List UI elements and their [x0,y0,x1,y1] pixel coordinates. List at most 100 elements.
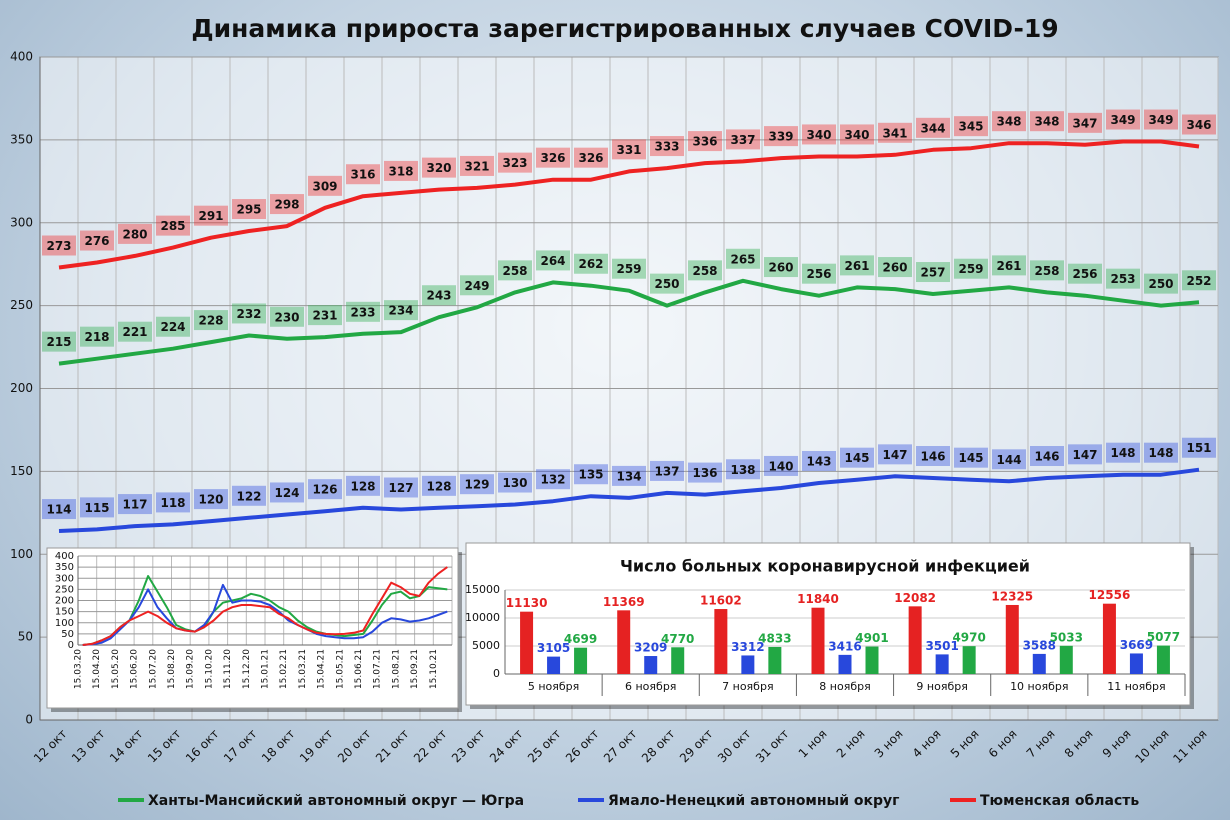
data-label: 344 [920,121,945,135]
bar [547,656,561,674]
series-line [58,467,1200,533]
x-tick-label: 15 окт [145,727,184,766]
y-tick-label: 10000 [465,611,500,624]
chart-title: Динамика прироста зарегистрированных слу… [191,14,1058,43]
data-label: 230 [274,310,299,324]
label-box [688,131,722,152]
label-box [308,305,342,326]
label-box [726,129,760,150]
data-label: 4770 [661,632,694,646]
label-box [194,310,228,331]
data-label: 318 [388,164,413,178]
label-box [802,450,836,471]
label-box [460,275,494,296]
data-label: 115 [84,501,109,515]
data-label: 336 [692,135,717,149]
label-box [422,285,456,306]
bar [1032,653,1046,674]
data-label: 340 [806,128,831,142]
x-tick-label: 15.07.20 [148,649,158,689]
label-box [1106,442,1140,463]
y-tick-label: 15000 [465,583,500,596]
data-label: 12556 [1089,588,1131,602]
bar [617,610,631,674]
x-tick-label: 15.02.21 [279,649,289,689]
x-tick-label: 7 ноября [722,680,773,693]
inset-title: Число больных коронавирусной инфекцией [620,557,1030,576]
data-label: 253 [1110,272,1135,286]
data-label: 326 [540,151,565,165]
label-box [574,464,608,485]
data-label: 348 [1034,115,1059,129]
label-box [498,260,532,281]
label-box [80,326,114,347]
data-label: 250 [1148,277,1173,291]
label-box [384,477,418,498]
label-box [422,157,456,178]
x-tick-label: 30 окт [715,727,754,766]
data-label: 339 [768,130,793,144]
data-label: 218 [84,330,109,344]
data-label: 265 [730,252,755,266]
x-tick-label: 24 окт [487,727,526,766]
label-box [118,494,152,515]
data-label: 140 [768,459,793,473]
label-box [1144,109,1178,130]
data-label: 232 [236,307,261,321]
data-label: 144 [996,453,1021,467]
label-box [840,255,874,276]
bar [1156,645,1170,674]
data-label: 326 [578,151,603,165]
label-box [840,447,874,468]
label-box [194,205,228,226]
x-tick-label: 13 окт [69,727,108,766]
y-tick-label: 0 [25,713,33,727]
x-tick-label: 3 ноя [872,727,906,761]
inset-panel [465,542,1191,706]
data-label: 3312 [731,640,764,654]
data-label: 257 [920,266,945,280]
data-label: 261 [844,259,869,273]
bar [644,656,658,674]
x-tick-label: 15.08.20 [167,649,177,689]
label-box [764,257,798,278]
y-tick-label: 350 [55,562,74,573]
label-box [156,215,190,236]
x-tick-label: 5 ноября [528,680,579,693]
data-label: 4833 [758,631,791,645]
label-box [1182,114,1216,135]
legend-label: Ханты-Мансийский автономный округ — Югра [148,793,524,809]
x-tick-label: 15.12.20 [242,649,252,689]
x-tick-label: 4 ноя [910,727,944,761]
label-box [1068,112,1102,133]
label-box [878,257,912,278]
x-tick-label: 15.04.20 [92,649,102,689]
label-box [802,263,836,284]
label-box [688,260,722,281]
bar [838,654,852,674]
y-tick-label: 200 [10,381,33,395]
label-box [954,258,988,279]
data-label: 349 [1110,113,1135,127]
data-label: 122 [236,489,261,503]
data-label: 285 [160,219,185,233]
legend-label: Ямало-Ненецкий автономный округ [608,793,899,809]
data-label: 320 [426,161,451,175]
label-box [840,124,874,145]
data-label: 145 [844,451,869,465]
data-label: 224 [160,320,185,334]
x-tick-label: 15.06.20 [130,649,140,689]
data-label: 127 [388,481,413,495]
data-label: 146 [920,450,945,464]
data-label: 340 [844,128,869,142]
label-box [536,250,570,271]
data-label: 298 [274,198,299,212]
label-box [1182,270,1216,291]
data-label: 11369 [603,595,645,609]
data-label: 12082 [894,591,936,605]
data-label: 250 [654,277,679,291]
label-box [574,147,608,168]
data-label: 345 [958,120,983,134]
data-label: 221 [122,325,147,339]
